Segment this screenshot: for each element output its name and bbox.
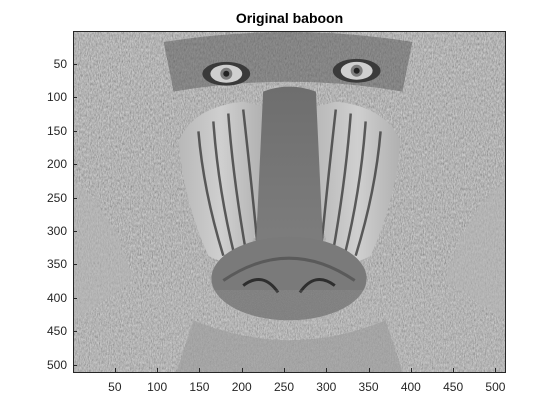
baboon-image-svg: [74, 32, 505, 372]
x-tick-label: 50: [108, 380, 122, 394]
x-tick-mark: [157, 368, 158, 372]
y-tick-mark: [73, 131, 77, 132]
x-tick-label: 350: [358, 380, 379, 394]
baboon-image: [74, 32, 505, 372]
x-tick-label: 450: [443, 380, 464, 394]
y-tick-mark: [73, 164, 77, 165]
x-tick-label: 500: [485, 380, 506, 394]
image-axes: [73, 31, 506, 373]
x-tick-mark: [199, 368, 200, 372]
plot-title: Original baboon: [235, 10, 344, 26]
x-tick-label: 300: [316, 380, 337, 394]
y-tick-mark: [73, 365, 77, 366]
y-tick-label: 500: [46, 357, 67, 372]
y-tick-label: 150: [46, 123, 67, 138]
x-tick-label: 400: [400, 380, 421, 394]
y-tick-label: 300: [46, 224, 67, 239]
y-tick-mark: [73, 264, 77, 265]
y-tick-mark: [73, 97, 77, 98]
x-tick-mark: [284, 368, 285, 372]
x-tick-mark: [326, 368, 327, 372]
x-tick-label: 100: [147, 380, 168, 394]
y-tick-label: 450: [46, 324, 67, 339]
y-tick-label: 50: [53, 57, 67, 72]
x-tick-mark: [411, 368, 412, 372]
y-tick-mark: [73, 231, 77, 232]
x-tick-mark: [242, 368, 243, 372]
x-tick-mark: [453, 368, 454, 372]
y-tick-mark: [73, 198, 77, 199]
x-tick-mark: [495, 368, 496, 372]
y-tick-mark: [73, 298, 77, 299]
y-tick-label: 200: [46, 157, 67, 172]
x-tick-mark: [369, 368, 370, 372]
y-tick-mark: [73, 331, 77, 332]
y-tick-label: 100: [46, 90, 67, 105]
y-tick-label: 350: [46, 257, 67, 272]
y-tick-label: 250: [46, 190, 67, 205]
x-tick-label: 150: [189, 380, 210, 394]
x-tick-label: 200: [231, 380, 252, 394]
y-tick-mark: [73, 64, 77, 65]
y-tick-label: 400: [46, 290, 67, 305]
x-tick-label: 250: [273, 380, 295, 394]
x-tick-mark: [115, 368, 116, 372]
